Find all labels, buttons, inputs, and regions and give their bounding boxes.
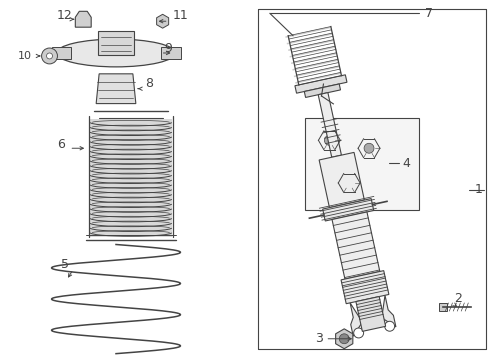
Text: 8: 8 bbox=[145, 77, 153, 90]
Polygon shape bbox=[96, 74, 136, 104]
Polygon shape bbox=[304, 84, 341, 98]
Polygon shape bbox=[350, 303, 363, 336]
Polygon shape bbox=[285, 27, 331, 38]
Polygon shape bbox=[295, 75, 347, 93]
Bar bbox=[90, 120, 172, 237]
Polygon shape bbox=[291, 53, 337, 64]
Polygon shape bbox=[319, 152, 365, 208]
Polygon shape bbox=[322, 199, 374, 221]
Text: 12: 12 bbox=[56, 9, 73, 22]
Polygon shape bbox=[290, 46, 336, 58]
Polygon shape bbox=[294, 66, 340, 77]
Circle shape bbox=[42, 48, 57, 64]
Polygon shape bbox=[157, 14, 169, 28]
Bar bbox=[161, 47, 180, 59]
Circle shape bbox=[339, 334, 349, 344]
Text: 3: 3 bbox=[316, 332, 323, 345]
Text: 1: 1 bbox=[474, 184, 482, 197]
Text: 2: 2 bbox=[454, 292, 462, 305]
Circle shape bbox=[385, 321, 394, 331]
Text: 10: 10 bbox=[18, 51, 32, 61]
Text: 11: 11 bbox=[172, 9, 188, 22]
Text: 4: 4 bbox=[403, 157, 411, 170]
Polygon shape bbox=[356, 297, 386, 331]
Circle shape bbox=[344, 178, 354, 188]
Bar bbox=[440, 303, 447, 311]
Polygon shape bbox=[318, 93, 342, 157]
Polygon shape bbox=[382, 295, 396, 327]
Bar bbox=[305, 118, 418, 210]
Text: 5: 5 bbox=[61, 258, 70, 271]
Circle shape bbox=[47, 53, 52, 59]
Circle shape bbox=[364, 143, 374, 153]
Ellipse shape bbox=[56, 39, 175, 67]
Polygon shape bbox=[295, 72, 341, 84]
Polygon shape bbox=[293, 59, 338, 71]
Polygon shape bbox=[75, 11, 91, 27]
Text: 9: 9 bbox=[165, 41, 172, 54]
Bar bbox=[98, 31, 134, 55]
Polygon shape bbox=[332, 212, 380, 279]
Polygon shape bbox=[288, 40, 334, 51]
Bar bbox=[51, 47, 72, 59]
Circle shape bbox=[354, 328, 364, 338]
Polygon shape bbox=[341, 271, 389, 304]
Text: 7: 7 bbox=[424, 7, 433, 20]
Text: 6: 6 bbox=[57, 138, 65, 151]
Polygon shape bbox=[287, 33, 333, 44]
Circle shape bbox=[324, 135, 334, 145]
Polygon shape bbox=[336, 329, 353, 349]
